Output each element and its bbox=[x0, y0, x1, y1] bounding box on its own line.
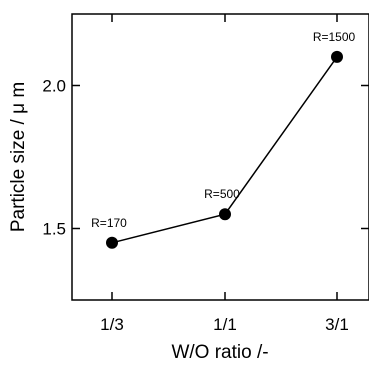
data-point bbox=[331, 50, 343, 63]
y-tick-label: 1.5 bbox=[42, 220, 66, 239]
plot-frame bbox=[71, 13, 369, 301]
y-axis-label: Particle size / μ m bbox=[8, 82, 29, 232]
data-point bbox=[106, 236, 118, 249]
x-tick-label: 1/3 bbox=[100, 315, 124, 334]
data-label: R=500 bbox=[204, 187, 240, 201]
series-group: R=170 R=500 R=1500 bbox=[91, 30, 356, 249]
data-label: R=170 bbox=[91, 216, 127, 230]
data-point bbox=[219, 208, 231, 221]
data-label: R=1500 bbox=[313, 30, 356, 44]
x-axis-label: W/O ratio /- bbox=[171, 342, 268, 363]
y-axis-ticks: 1.5 2.0 bbox=[42, 77, 369, 239]
y-tick-label: 2.0 bbox=[42, 77, 66, 96]
x-tick-label: 1/1 bbox=[213, 315, 237, 334]
x-tick-label: 3/1 bbox=[325, 315, 349, 334]
x-axis-ticks: 1/3 1/1 3/1 bbox=[100, 14, 349, 334]
